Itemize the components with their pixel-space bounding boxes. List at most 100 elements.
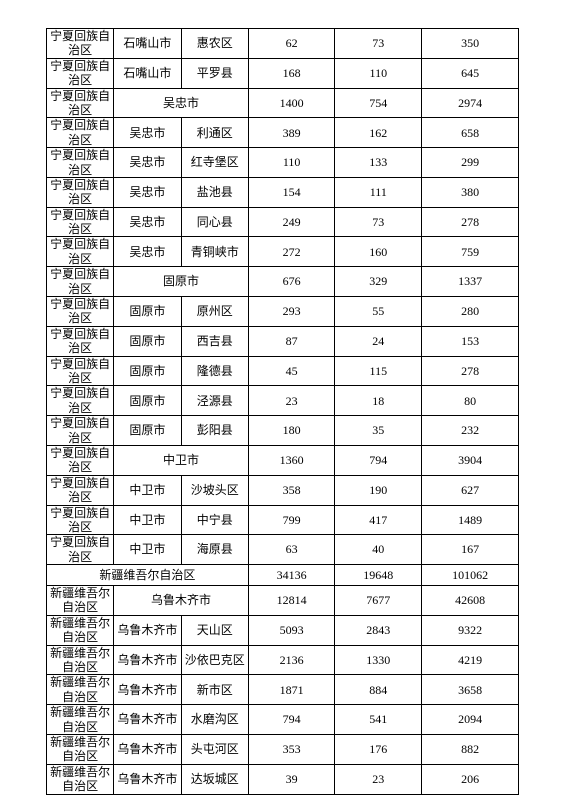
district-cell: 西吉县 xyxy=(181,326,248,356)
province-cell: 宁夏回族自治区 xyxy=(47,88,114,118)
district-cell: 沙坡头区 xyxy=(181,475,248,505)
value-cell: 794 xyxy=(248,705,335,735)
table-row: 新疆维吾尔自治区乌鲁木齐市水磨沟区7945412094 xyxy=(47,705,519,735)
province-cell: 宁夏回族自治区 xyxy=(47,505,114,535)
province-cell: 宁夏回族自治区 xyxy=(47,445,114,475)
province-cell: 宁夏回族自治区 xyxy=(47,207,114,237)
province-cell: 新疆维吾尔自治区 xyxy=(47,764,114,794)
province-cell: 宁夏回族自治区 xyxy=(47,386,114,416)
value-cell: 645 xyxy=(422,58,519,88)
city-cell: 固原市 xyxy=(114,297,181,327)
city-cell: 固原市 xyxy=(114,326,181,356)
value-cell: 62 xyxy=(248,29,335,59)
value-cell: 160 xyxy=(335,237,422,267)
province-cell: 宁夏回族自治区 xyxy=(47,416,114,446)
value-cell: 40 xyxy=(335,535,422,565)
value-cell: 658 xyxy=(422,118,519,148)
district-cell: 红寺堡区 xyxy=(181,148,248,178)
table-row: 宁夏回族自治区吴忠市红寺堡区110133299 xyxy=(47,148,519,178)
value-cell: 794 xyxy=(335,445,422,475)
value-cell: 162 xyxy=(335,118,422,148)
value-cell: 101062 xyxy=(422,565,519,586)
district-cell: 平罗县 xyxy=(181,58,248,88)
value-cell: 154 xyxy=(248,177,335,207)
province-cell: 宁夏回族自治区 xyxy=(47,297,114,327)
value-cell: 39 xyxy=(248,764,335,794)
table-row: 宁夏回族自治区吴忠市利通区389162658 xyxy=(47,118,519,148)
district-cell: 彭阳县 xyxy=(181,416,248,446)
table-row: 新疆维吾尔自治区乌鲁木齐市12814767742608 xyxy=(47,586,519,616)
table-row: 新疆维吾尔自治区3413619648101062 xyxy=(47,565,519,586)
province-cell: 宁夏回族自治区 xyxy=(47,267,114,297)
city-cell: 固原市 xyxy=(114,386,181,416)
value-cell: 280 xyxy=(422,297,519,327)
province-cell: 宁夏回族自治区 xyxy=(47,58,114,88)
value-cell: 3658 xyxy=(422,675,519,705)
value-cell: 42608 xyxy=(422,586,519,616)
city-cell: 吴忠市 xyxy=(114,237,181,267)
value-cell: 272 xyxy=(248,237,335,267)
city-merged-cell: 吴忠市 xyxy=(114,88,249,118)
value-cell: 176 xyxy=(335,734,422,764)
table-row: 宁夏回族自治区中卫市海原县6340167 xyxy=(47,535,519,565)
value-cell: 417 xyxy=(335,505,422,535)
table-row: 宁夏回族自治区固原市原州区29355280 xyxy=(47,297,519,327)
city-cell: 中卫市 xyxy=(114,475,181,505)
value-cell: 1337 xyxy=(422,267,519,297)
table-row: 新疆维吾尔自治区乌鲁木齐市头屯河区353176882 xyxy=(47,734,519,764)
city-cell: 固原市 xyxy=(114,356,181,386)
city-cell: 乌鲁木齐市 xyxy=(114,645,181,675)
value-cell: 55 xyxy=(335,297,422,327)
district-cell: 同心县 xyxy=(181,207,248,237)
value-cell: 882 xyxy=(422,734,519,764)
table-row: 宁夏回族自治区中卫市中宁县7994171489 xyxy=(47,505,519,535)
value-cell: 380 xyxy=(422,177,519,207)
province-cell: 新疆维吾尔自治区 xyxy=(47,645,114,675)
value-cell: 389 xyxy=(248,118,335,148)
value-cell: 329 xyxy=(335,267,422,297)
value-cell: 87 xyxy=(248,326,335,356)
table-row: 宁夏回族自治区固原市西吉县8724153 xyxy=(47,326,519,356)
province-cell: 宁夏回族自治区 xyxy=(47,475,114,505)
table-row: 新疆维吾尔自治区乌鲁木齐市沙依巴克区213613304219 xyxy=(47,645,519,675)
table-row: 新疆维吾尔自治区乌鲁木齐市天山区509328439322 xyxy=(47,615,519,645)
value-cell: 12814 xyxy=(248,586,335,616)
district-cell: 新市区 xyxy=(181,675,248,705)
table-row: 宁夏回族自治区吴忠市青铜峡市272160759 xyxy=(47,237,519,267)
value-cell: 5093 xyxy=(248,615,335,645)
province-merged-cell: 新疆维吾尔自治区 xyxy=(47,565,249,586)
value-cell: 19648 xyxy=(335,565,422,586)
value-cell: 63 xyxy=(248,535,335,565)
value-cell: 73 xyxy=(335,29,422,59)
province-cell: 新疆维吾尔自治区 xyxy=(47,734,114,764)
value-cell: 24 xyxy=(335,326,422,356)
city-merged-cell: 乌鲁木齐市 xyxy=(114,586,249,616)
value-cell: 1400 xyxy=(248,88,335,118)
value-cell: 9322 xyxy=(422,615,519,645)
table-row: 宁夏回族自治区吴忠市同心县24973278 xyxy=(47,207,519,237)
city-cell: 固原市 xyxy=(114,416,181,446)
city-cell: 乌鲁木齐市 xyxy=(114,675,181,705)
value-cell: 358 xyxy=(248,475,335,505)
province-cell: 宁夏回族自治区 xyxy=(47,356,114,386)
table-row: 宁夏回族自治区固原市彭阳县18035232 xyxy=(47,416,519,446)
value-cell: 278 xyxy=(422,207,519,237)
city-cell: 中卫市 xyxy=(114,505,181,535)
value-cell: 541 xyxy=(335,705,422,735)
province-cell: 宁夏回族自治区 xyxy=(47,535,114,565)
province-cell: 宁夏回族自治区 xyxy=(47,29,114,59)
value-cell: 34136 xyxy=(248,565,335,586)
value-cell: 4219 xyxy=(422,645,519,675)
value-cell: 1489 xyxy=(422,505,519,535)
value-cell: 350 xyxy=(422,29,519,59)
value-cell: 110 xyxy=(248,148,335,178)
province-cell: 宁夏回族自治区 xyxy=(47,118,114,148)
district-cell: 青铜峡市 xyxy=(181,237,248,267)
value-cell: 167 xyxy=(422,535,519,565)
value-cell: 45 xyxy=(248,356,335,386)
city-cell: 吴忠市 xyxy=(114,207,181,237)
city-cell: 吴忠市 xyxy=(114,177,181,207)
district-cell: 中宁县 xyxy=(181,505,248,535)
value-cell: 2843 xyxy=(335,615,422,645)
value-cell: 2094 xyxy=(422,705,519,735)
